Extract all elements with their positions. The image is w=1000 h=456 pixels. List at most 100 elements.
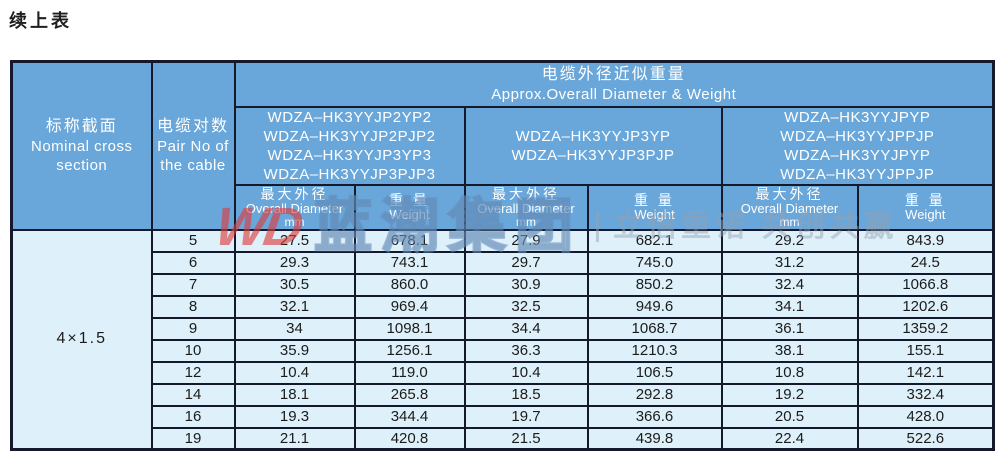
header-approx-diameter-weight: 电缆外径近似重量 Approx.Overall Diameter & Weigh… <box>233 60 995 108</box>
pair-count-cell: 19 <box>150 426 236 451</box>
diameter-label-en: Overall Diameter <box>740 200 839 216</box>
page-title: 续上表 <box>9 11 72 31</box>
pair-label-en1: Pair No of <box>157 138 229 156</box>
pair-count-cell: 8 <box>150 294 236 319</box>
subheader-weight-3: 重 量 Weight <box>856 183 995 231</box>
weight-value-cell: 745.0 <box>586 250 723 275</box>
diameter-label-en: Overall Diameter <box>245 200 344 216</box>
pair-count-cell: 5 <box>150 228 236 253</box>
weight-value-cell: 24.5 <box>856 250 995 275</box>
nominal-label-en1: Nominal cross <box>30 138 133 156</box>
diameter-unit: mm <box>516 214 536 229</box>
weight-value-cell: 1210.3 <box>586 338 723 363</box>
pair-count-cell: 9 <box>150 316 236 341</box>
weight-value-cell: 106.5 <box>586 360 723 385</box>
weight-value-cell: 1256.1 <box>353 338 466 363</box>
weight-value-cell: 1202.6 <box>856 294 995 319</box>
diameter-value-cell: 27.9 <box>463 228 589 253</box>
diameter-value-cell: 36.1 <box>720 316 859 341</box>
cable-spec-table: 标称截面 Nominal cross section 电缆对数 Pair No … <box>10 60 996 451</box>
weight-label-en: Weight <box>905 206 946 222</box>
weight-label-en: Weight <box>634 206 675 222</box>
diameter-value-cell: 19.7 <box>463 404 589 429</box>
weight-value-cell: 850.2 <box>586 272 723 297</box>
table-row: 8 32.1 969.4 32.5 949.6 34.1 1202.6 <box>12 294 995 319</box>
diameter-value-cell: 38.1 <box>720 338 859 363</box>
model-name: WDZA–HK3YYJPPJP <box>780 165 935 183</box>
diameter-value-cell: 30.5 <box>233 272 356 297</box>
weight-value-cell: 969.4 <box>353 294 466 319</box>
diameter-value-cell: 21.1 <box>233 426 356 451</box>
model-name: WDZA–HK3YYJPYP <box>784 108 931 126</box>
weight-value-cell: 439.8 <box>586 426 723 451</box>
weight-value-cell: 682.1 <box>586 228 723 253</box>
subheader-diameter-1: 最大外径 Overall Diameter mm <box>233 183 356 231</box>
model-name: WDZA–HK3YYJP3PJP <box>511 146 675 164</box>
diameter-value-cell: 10.8 <box>720 360 859 385</box>
model-group-3: WDZA–HK3YYJPYP WDZA–HK3YYJPPJP WDZA–HK3Y… <box>720 105 995 186</box>
pair-count-cell: 6 <box>150 250 236 275</box>
diameter-unit: mm <box>284 214 305 229</box>
diameter-value-cell: 32.5 <box>463 294 589 319</box>
diameter-label-en: Overall Diameter <box>477 200 575 216</box>
diameter-value-cell: 10.4 <box>463 360 589 385</box>
weight-value-cell: 420.8 <box>353 426 466 451</box>
weight-value-cell: 860.0 <box>353 272 466 297</box>
diameter-value-cell: 19.3 <box>233 404 356 429</box>
weight-label-zh: 重 量 <box>389 191 430 208</box>
table-row: 6 29.3 743.1 29.7 745.0 31.2 24.5 <box>12 250 995 275</box>
diameter-value-cell: 32.4 <box>720 272 859 297</box>
diameter-value-cell: 10.4 <box>233 360 356 385</box>
subheader-weight-2: 重 量 Weight <box>586 183 723 231</box>
diameter-value-cell: 22.4 <box>720 426 859 451</box>
diameter-value-cell: 19.2 <box>720 382 859 407</box>
model-name: WDZA–HK3YYJPPJP <box>780 127 935 145</box>
model-name: WDZA–HK3YYJP3PJP3 <box>263 165 436 183</box>
weight-value-cell: 119.0 <box>353 360 466 385</box>
diameter-label-zh: 最大外径 <box>260 185 329 202</box>
diameter-value-cell: 29.2 <box>720 228 859 253</box>
table-body: 4×1.5 5 27.5 678.1 27.9 682.1 29.2 843.9 6 29.3 74… <box>10 228 995 451</box>
weight-label-en: Weight <box>389 206 430 222</box>
weight-value-cell: 428.0 <box>856 404 995 429</box>
table-row: 9 34 1098.1 34.4 1068.7 36.1 1359.2 <box>12 316 995 341</box>
weight-value-cell: 142.1 <box>856 360 995 385</box>
diameter-value-cell: 34 <box>233 316 356 341</box>
table-row: 16 19.3 344.4 19.7 366.6 20.5 428.0 <box>12 404 995 429</box>
weight-value-cell: 1066.8 <box>856 272 995 297</box>
diameter-value-cell: 34.4 <box>463 316 589 341</box>
weight-value-cell: 843.9 <box>856 228 995 253</box>
subheader-weight-1: 重 量 Weight <box>353 183 466 231</box>
table-row: 7 30.5 860.0 30.9 850.2 32.4 1066.8 <box>12 272 995 297</box>
subheader-diameter-3: 最大外径 Overall Diameter mm <box>720 183 859 231</box>
pair-count-cell: 14 <box>150 382 236 407</box>
header-pair-no: 电缆对数 Pair No of the cable <box>150 60 236 231</box>
diameter-value-cell: 21.5 <box>463 426 589 451</box>
model-name: WDZA–HK3YYJP2YP2 <box>267 108 432 126</box>
weight-value-cell: 344.4 <box>353 404 466 429</box>
approx-label-en: Approx.Overall Diameter & Weight <box>491 86 737 104</box>
nominal-value-cell: 4×1.5 <box>10 228 153 451</box>
diameter-unit: mm <box>779 214 800 229</box>
pair-label-en2: the cable <box>160 157 226 175</box>
weight-value-cell: 1359.2 <box>856 316 995 341</box>
diameter-value-cell: 29.7 <box>463 250 589 275</box>
diameter-value-cell: 29.3 <box>233 250 356 275</box>
pair-count-cell: 10 <box>150 338 236 363</box>
weight-value-cell: 1098.1 <box>353 316 466 341</box>
table-row: 12 10.4 119.0 10.4 106.5 10.8 142.1 <box>12 360 995 385</box>
model-group-2: WDZA–HK3YYJP3YP WDZA–HK3YYJP3PJP <box>463 105 723 186</box>
diameter-value-cell: 27.5 <box>233 228 356 253</box>
weight-value-cell: 1068.7 <box>586 316 723 341</box>
pair-count-cell: 16 <box>150 404 236 429</box>
pair-count-cell: 12 <box>150 360 236 385</box>
weight-value-cell: 678.1 <box>353 228 466 253</box>
model-name: WDZA–HK3YYJP3YP <box>515 127 671 145</box>
table-row: 19 21.1 420.8 21.5 439.8 22.4 522.6 <box>12 426 995 451</box>
weight-value-cell: 743.1 <box>353 250 466 275</box>
table-row: 14 18.1 265.8 18.5 292.8 19.2 332.4 <box>12 382 995 407</box>
weight-value-cell: 292.8 <box>586 382 723 407</box>
diameter-value-cell: 30.9 <box>463 272 589 297</box>
weight-label-zh: 重 量 <box>634 191 675 208</box>
